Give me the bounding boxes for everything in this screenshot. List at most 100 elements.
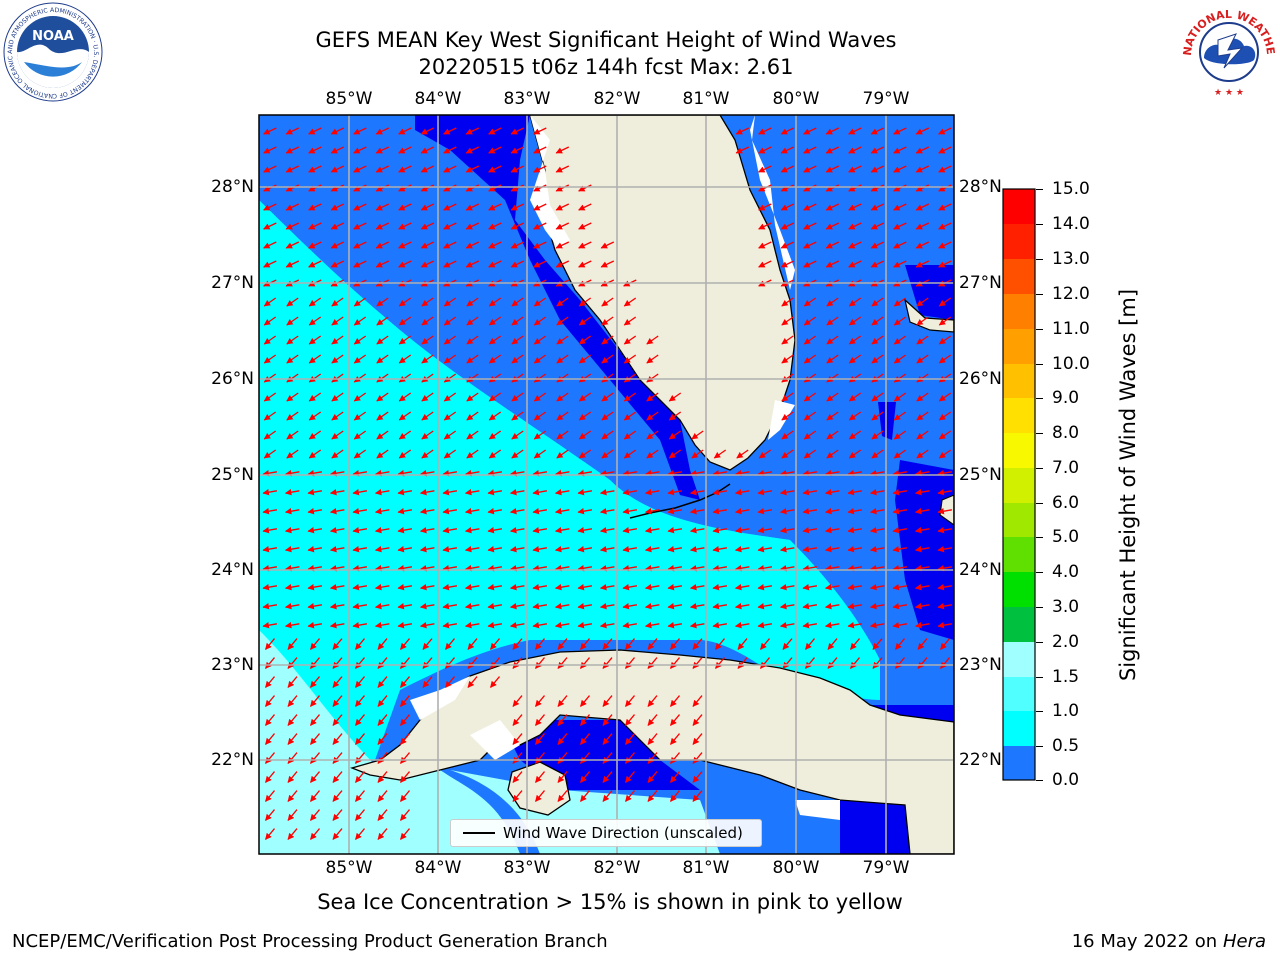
wave-direction-arrow (757, 545, 773, 553)
wave-direction-arrow (490, 676, 500, 688)
wave-direction-arrow (352, 602, 368, 610)
wave-direction-arrow (419, 488, 435, 496)
wave-direction-arrow (580, 714, 590, 726)
colorbar-tick-mark (1036, 537, 1043, 538)
wave-direction-arrow (644, 469, 660, 477)
wave-direction-arrow (622, 583, 638, 591)
isla-juventud-land (507, 761, 571, 816)
wave-direction-arrow (464, 545, 480, 553)
wave-direction-arrow (442, 564, 458, 572)
wave-direction-arrow (308, 260, 322, 268)
wave-direction-arrow (329, 583, 345, 591)
wave-direction-arrow (781, 392, 794, 402)
wave-direction-arrow (825, 241, 840, 249)
wave-direction-arrow (554, 507, 570, 515)
wave-direction-arrow (580, 771, 590, 783)
wave-direction-arrow (353, 373, 367, 383)
wave-direction-arrow (578, 430, 592, 440)
wave-direction-arrow (802, 488, 818, 496)
wave-direction-arrow (443, 260, 457, 268)
wave-direction-arrow (938, 354, 952, 364)
wave-direction-arrow (758, 241, 772, 249)
wave-direction-arrow (488, 184, 502, 192)
wave-direction-arrow (848, 297, 862, 307)
wave-direction-arrow (310, 752, 320, 764)
wave-direction-arrow (533, 449, 547, 459)
wave-direction-arrow (443, 146, 457, 154)
wave-direction-arrow (263, 354, 277, 364)
wave-direction-arrow (601, 392, 614, 402)
wave-direction-arrow (353, 335, 367, 345)
colorbar-tick-label: 9.0 (1052, 388, 1080, 408)
wave-direction-arrow (757, 507, 773, 515)
colorbar-tick-mark (1036, 433, 1043, 434)
wave-direction-arrow (287, 790, 298, 802)
wave-direction-arrow (916, 430, 929, 440)
wave-direction-arrow (554, 526, 570, 534)
wave-direction-arrow (602, 638, 613, 650)
wave-direction-arrow (802, 545, 818, 553)
wave-direction-arrow (375, 165, 390, 173)
wave-direction-arrow (310, 657, 320, 669)
wave-direction-arrow (938, 392, 952, 402)
wave-direction-arrow (914, 564, 930, 572)
wave-direction-arrow (780, 222, 795, 230)
wave-direction-arrow (893, 354, 907, 364)
wave-direction-arrow (915, 241, 930, 249)
wave-direction-arrow (487, 621, 503, 629)
wave-direction-arrow (509, 488, 525, 496)
wave-direction-arrow (512, 695, 523, 707)
wave-direction-arrow (802, 469, 818, 477)
wave-direction-arrow (287, 809, 298, 821)
wave-direction-arrow (557, 657, 568, 669)
wave-direction-arrow (488, 430, 502, 440)
wave-direction-arrow (355, 771, 365, 783)
wave-direction-arrow (779, 526, 795, 534)
wave-direction-arrow (421, 373, 434, 383)
wave-direction-arrow (375, 222, 390, 230)
wave-direction-arrow (670, 714, 680, 726)
wave-direction-arrow (376, 411, 389, 421)
wave-direction-arrow (712, 621, 728, 629)
wave-direction-arrow (420, 165, 435, 173)
wave-direction-arrow (265, 771, 275, 783)
wave-direction-arrow (847, 526, 863, 534)
wave-direction-arrow (487, 602, 503, 610)
wave-direction-arrow (782, 638, 793, 650)
wave-direction-arrow (577, 545, 593, 553)
wave-direction-arrow (622, 469, 638, 477)
wave-direction-arrow (848, 411, 862, 421)
wave-direction-arrow (533, 392, 547, 402)
wave-direction-arrow (310, 771, 320, 783)
wave-direction-arrow (848, 222, 862, 230)
wave-direction-arrow (556, 335, 569, 345)
wave-direction-arrow (532, 583, 548, 591)
wave-direction-arrow (915, 203, 930, 211)
wave-direction-arrow (488, 411, 502, 421)
wave-direction-arrow (511, 354, 524, 364)
wave-direction-arrow (374, 488, 390, 496)
wave-direction-arrow (265, 695, 275, 707)
wave-direction-arrow (826, 449, 839, 459)
wave-direction-arrow (332, 714, 343, 726)
wave-direction-arrow (578, 449, 592, 459)
graticule (259, 115, 954, 854)
wave-direction-arrow (265, 676, 275, 688)
wave-direction-arrow (287, 695, 298, 707)
wave-direction-arrow (287, 676, 298, 688)
wave-direction-arrow (848, 449, 862, 459)
wave-direction-arrow (781, 411, 794, 421)
wave-direction-arrow (284, 545, 300, 553)
wave-direction-arrow (466, 430, 479, 440)
wave-direction-arrow (510, 165, 525, 173)
wave-direction-arrow (532, 602, 548, 610)
wave-direction-arrow (353, 127, 367, 135)
wave-direction-arrow (734, 602, 750, 610)
wave-direction-arrow (715, 638, 725, 650)
wave-direction-arrow (715, 657, 725, 669)
wave-direction-arrow (465, 222, 480, 230)
wave-direction-arrow (398, 222, 412, 230)
wave-direction-arrow (825, 165, 840, 173)
wave-direction-arrow (535, 657, 545, 669)
wave-direction-arrow (847, 564, 863, 572)
